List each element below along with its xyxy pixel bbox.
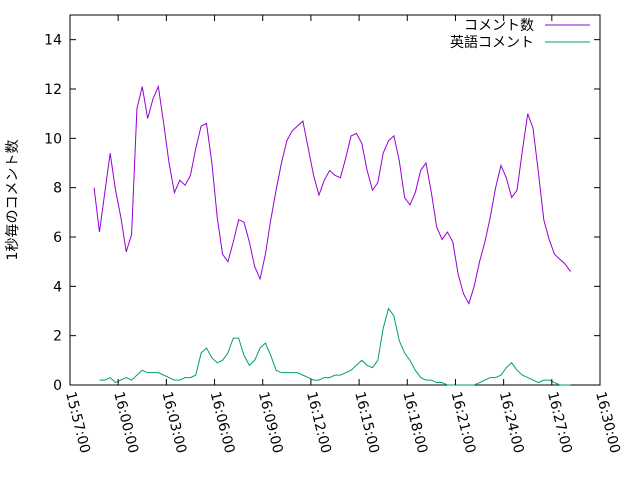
y-tick-label: 12: [44, 82, 62, 98]
y-tick-label: 14: [44, 33, 62, 49]
legend-label: 英語コメント: [450, 34, 534, 51]
y-tick-label: 4: [53, 279, 62, 295]
y-tick-label: 2: [53, 329, 62, 345]
series-line-2: [99, 307, 571, 386]
y-tick-label: 6: [53, 230, 62, 246]
plot-frame: [69, 14, 601, 386]
series-line-1: [93, 84, 571, 305]
y-tick-label: 10: [44, 131, 62, 147]
y-tick-label: 0: [53, 378, 62, 394]
y-axis-label: 1秒毎のコメント数: [5, 140, 21, 261]
y-tick-label: 8: [53, 181, 62, 197]
legend-label: コメント数: [464, 18, 534, 34]
